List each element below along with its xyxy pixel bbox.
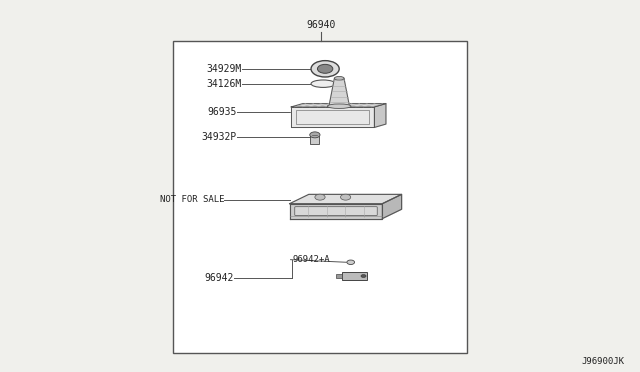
Bar — [296, 110, 369, 124]
Bar — [310, 136, 319, 144]
Text: 34932P: 34932P — [202, 132, 237, 142]
Bar — [336, 274, 342, 278]
Bar — [342, 272, 367, 280]
Polygon shape — [290, 204, 383, 219]
FancyBboxPatch shape — [295, 207, 378, 216]
Circle shape — [340, 194, 351, 200]
Polygon shape — [291, 103, 386, 107]
Circle shape — [317, 64, 333, 73]
Polygon shape — [329, 78, 349, 106]
Bar — [173, 41, 467, 353]
Text: 96935: 96935 — [207, 107, 237, 116]
Ellipse shape — [335, 76, 344, 80]
Text: 34929M: 34929M — [207, 64, 242, 74]
Polygon shape — [290, 194, 402, 204]
Text: NOT FOR SALE: NOT FOR SALE — [159, 195, 224, 204]
Text: 96942: 96942 — [204, 273, 234, 283]
Circle shape — [311, 61, 339, 77]
Circle shape — [361, 275, 366, 278]
Text: 34126M: 34126M — [207, 79, 242, 89]
Text: 96942+A: 96942+A — [292, 255, 330, 264]
Text: J96900JK: J96900JK — [581, 357, 624, 366]
Text: 96940: 96940 — [307, 20, 336, 30]
Circle shape — [310, 132, 320, 138]
Ellipse shape — [328, 104, 351, 109]
Polygon shape — [374, 103, 386, 127]
Ellipse shape — [311, 80, 335, 87]
Circle shape — [315, 194, 325, 200]
Polygon shape — [291, 107, 374, 127]
Polygon shape — [383, 194, 402, 219]
Circle shape — [347, 260, 355, 264]
